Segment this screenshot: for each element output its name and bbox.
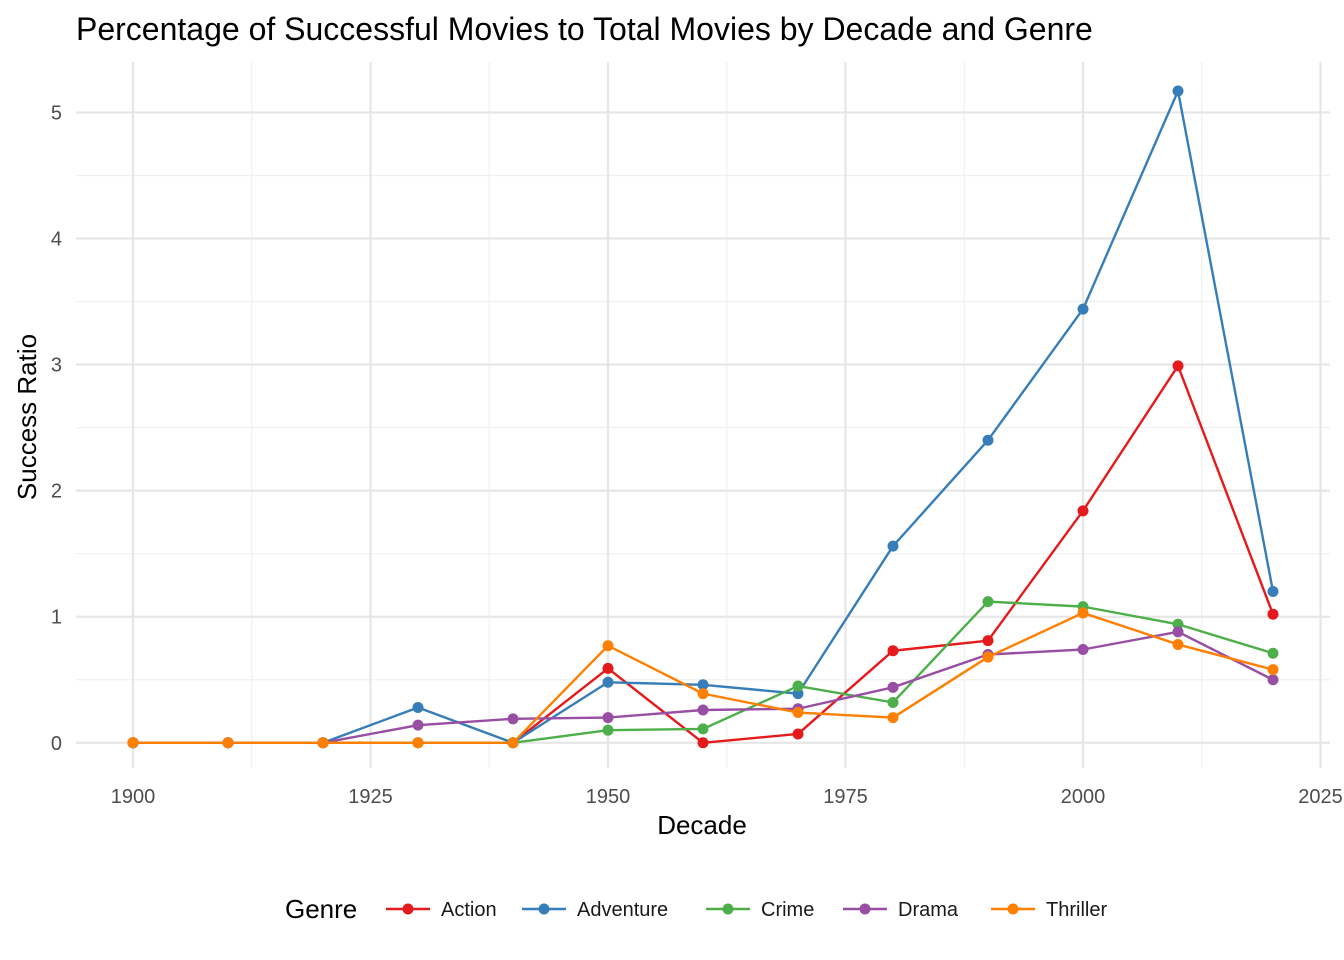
- x-tick-label: 2000: [1061, 786, 1106, 808]
- data-point-thriller: [602, 640, 614, 652]
- x-axis-title: Decade: [657, 810, 747, 840]
- data-point-crime: [602, 724, 614, 736]
- data-point-adventure: [697, 679, 709, 691]
- legend-item-thriller: Thriller: [991, 899, 1107, 921]
- data-point-drama: [1077, 643, 1089, 655]
- series-line-thriller: [133, 611, 1274, 744]
- chart-title: Percentage of Successful Movies to Total…: [76, 11, 1093, 47]
- legend-label: Thriller: [1046, 899, 1107, 921]
- x-tick-label: 1975: [823, 786, 868, 808]
- data-point-thriller: [697, 688, 709, 700]
- x-axis-ticks: 1900 1925 1950 1975 2000 2025: [111, 786, 1343, 808]
- y-axis-title: Success Ratio: [12, 334, 42, 500]
- data-point-crime: [792, 680, 804, 692]
- x-tick-label: 1950: [586, 786, 631, 808]
- data-point-drama: [412, 719, 424, 731]
- y-tick-label: 0: [51, 733, 62, 755]
- series-adventure: [127, 85, 1279, 749]
- data-point-thriller: [982, 651, 994, 663]
- legend: Genre Action Adventure Crime Drama Thriller: [285, 894, 1107, 924]
- data-point-thriller: [1267, 664, 1279, 676]
- legend-key-point: [538, 903, 550, 915]
- y-tick-label: 2: [51, 481, 62, 503]
- data-point-thriller: [317, 737, 329, 749]
- data-point-thriller: [222, 737, 234, 749]
- legend-key-point: [859, 903, 871, 915]
- data-point-crime: [1267, 647, 1279, 659]
- data-point-adventure: [1267, 586, 1279, 597]
- data-point-adventure: [412, 701, 424, 713]
- x-tick-label: 1900: [111, 786, 156, 808]
- data-point-adventure: [792, 688, 804, 700]
- data-point-action: [1172, 360, 1184, 372]
- data-point-adventure: [887, 540, 899, 552]
- data-point-drama: [887, 681, 899, 693]
- legend-label: Action: [441, 899, 497, 921]
- data-point-thriller: [887, 712, 899, 724]
- data-point-adventure: [982, 434, 994, 446]
- y-tick-label: 4: [51, 229, 62, 251]
- x-tick-label: 2025: [1298, 786, 1343, 808]
- data-point-adventure: [602, 676, 614, 688]
- legend-key-point: [1007, 903, 1019, 915]
- legend-label: Crime: [761, 899, 814, 921]
- legend-label: Drama: [898, 899, 959, 921]
- grid: [76, 62, 1330, 768]
- data-point-adventure: [1172, 85, 1184, 97]
- data-point-thriller: [127, 737, 139, 749]
- data-point-crime: [982, 596, 994, 608]
- legend-item-drama: Drama: [843, 899, 959, 921]
- data-point-action: [697, 737, 709, 749]
- data-point-action: [1267, 608, 1279, 620]
- data-point-drama: [697, 704, 709, 716]
- data-point-crime: [697, 723, 709, 735]
- data-point-thriller: [507, 737, 519, 749]
- data-point-drama: [1267, 674, 1279, 686]
- y-tick-label: 5: [51, 102, 62, 124]
- data-point-thriller: [1077, 607, 1089, 619]
- legend-title: Genre: [285, 894, 357, 924]
- data-point-adventure: [1077, 303, 1089, 315]
- data-point-action: [602, 662, 614, 674]
- legend-item-adventure: Adventure: [522, 899, 668, 921]
- x-tick-label: 1925: [348, 786, 393, 808]
- data-point-action: [887, 645, 899, 657]
- legend-item-crime: Crime: [706, 899, 814, 921]
- data-point-crime: [887, 696, 899, 708]
- legend-key-point: [402, 903, 414, 915]
- y-axis-ticks: 0 1 2 3 4 5: [51, 102, 62, 754]
- legend-label: Adventure: [577, 899, 668, 921]
- data-point-thriller: [792, 707, 804, 719]
- legend-key-point: [722, 903, 734, 915]
- data-point-thriller: [412, 737, 424, 749]
- data-point-drama: [602, 712, 614, 724]
- y-tick-label: 3: [51, 355, 62, 377]
- legend-item-action: Action: [386, 899, 497, 921]
- series-layer: [127, 85, 1279, 749]
- data-point-action: [982, 635, 994, 647]
- data-point-thriller: [1172, 638, 1184, 650]
- y-tick-label: 1: [51, 607, 62, 629]
- data-point-action: [1077, 505, 1089, 517]
- data-point-action: [792, 728, 804, 740]
- series-line-crime: [133, 600, 1274, 744]
- data-point-drama: [1172, 626, 1184, 638]
- series-thriller: [127, 607, 1279, 749]
- data-point-drama: [507, 713, 519, 725]
- series-crime: [127, 596, 1279, 749]
- data-point-crime: [1172, 618, 1184, 630]
